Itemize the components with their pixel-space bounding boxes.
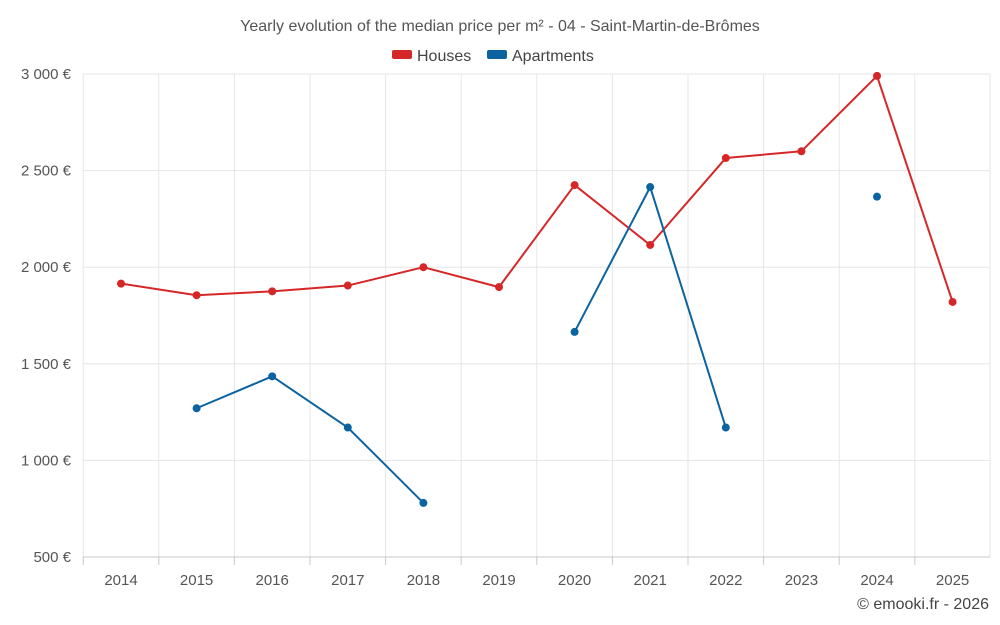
chart-title: Yearly evolution of the median price per… xyxy=(240,18,760,35)
data-point-houses-2015[interactable] xyxy=(192,291,201,300)
data-point-houses-2016[interactable] xyxy=(268,287,277,296)
y-tick-label: 1 000 € xyxy=(21,452,72,469)
series-apartments xyxy=(192,183,881,507)
data-point-apartments-2016[interactable] xyxy=(268,372,277,381)
legend-label-apartments: Apartments xyxy=(512,48,594,65)
legend-swatch-apartments xyxy=(487,50,507,59)
x-tick-label: 2017 xyxy=(331,572,364,589)
data-point-houses-2025[interactable] xyxy=(948,297,957,306)
data-point-houses-2017[interactable] xyxy=(343,281,352,290)
y-tick-label: 1 500 € xyxy=(21,356,72,373)
legend-item-houses[interactable]: Houses xyxy=(392,48,471,65)
x-tick-label: 2016 xyxy=(256,572,289,589)
series-line-houses xyxy=(120,74,954,303)
axes: 500 € 1 000 € 1 500 € 2 000 € 2 500 € 3 000 €… xyxy=(21,66,990,589)
y-tick-label: 2 500 € xyxy=(21,163,72,180)
data-point-apartments-2018[interactable] xyxy=(419,498,428,507)
y-tick-label: 2 000 € xyxy=(21,259,72,276)
x-tick-label: 2022 xyxy=(709,572,742,589)
legend-label-houses: Houses xyxy=(417,48,471,65)
data-point-houses-2020[interactable] xyxy=(570,181,579,190)
x-tick-label: 2025 xyxy=(936,572,969,589)
x-tick-label: 2019 xyxy=(482,572,515,589)
x-tick-label: 2023 xyxy=(785,572,818,589)
x-tick-label: 2021 xyxy=(634,572,667,589)
x-tick-label: 2018 xyxy=(407,572,440,589)
x-tick-label: 2015 xyxy=(180,572,213,589)
series-houses xyxy=(117,71,957,306)
series-line-apartments xyxy=(573,186,727,429)
data-point-houses-2018[interactable] xyxy=(419,263,428,272)
y-tick-label: 3 000 € xyxy=(21,66,72,83)
credit-text: © emooki.fr - 2026 xyxy=(857,596,989,613)
data-point-houses-2022[interactable] xyxy=(721,154,730,163)
data-point-apartments-2021[interactable] xyxy=(646,183,655,192)
data-point-apartments-2017[interactable] xyxy=(343,423,352,432)
data-point-houses-2014[interactable] xyxy=(117,279,125,288)
x-tick-label: 2020 xyxy=(558,572,591,589)
data-point-apartments-2015[interactable] xyxy=(192,404,201,413)
data-point-houses-2024[interactable] xyxy=(873,71,881,80)
data-point-houses-2021[interactable] xyxy=(646,240,655,249)
legend-item-apartments[interactable]: Apartments xyxy=(487,48,594,65)
legend: Houses Apartments xyxy=(392,48,594,65)
data-point-apartments-2022[interactable] xyxy=(721,423,730,432)
data-point-houses-2023[interactable] xyxy=(797,147,806,156)
x-tick-label: 2024 xyxy=(860,572,893,589)
legend-swatch-houses xyxy=(392,50,412,59)
data-point-apartments-2024[interactable] xyxy=(873,192,881,201)
series-line-apartments xyxy=(195,375,425,504)
x-tick-label: 2014 xyxy=(104,572,137,589)
grid xyxy=(82,73,991,557)
data-point-houses-2019[interactable] xyxy=(495,283,503,292)
y-tick-label: 500 € xyxy=(33,549,71,566)
data-point-apartments-2020[interactable] xyxy=(570,327,579,336)
series xyxy=(117,71,957,507)
